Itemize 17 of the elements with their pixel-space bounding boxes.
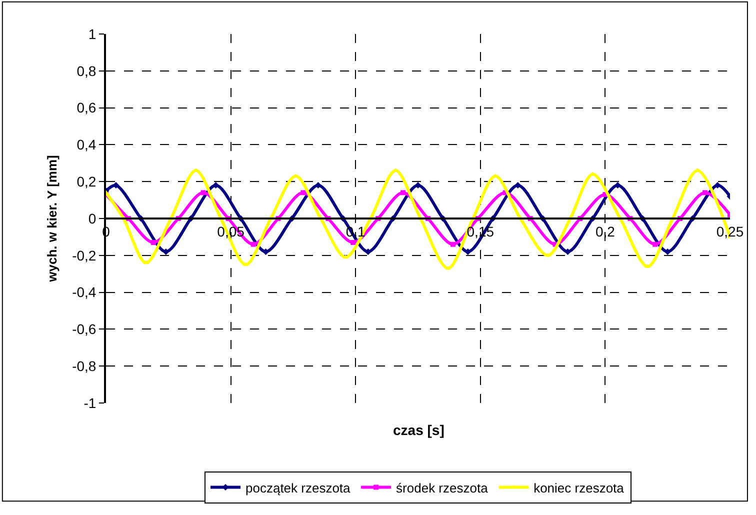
y-axis-title: wych. w kier. Y [mm] bbox=[44, 155, 60, 283]
y-tick-label: 0,8 bbox=[76, 62, 96, 79]
y-tick-label: 0 bbox=[88, 210, 96, 226]
x-axis-title: czas [s] bbox=[393, 422, 444, 438]
legend-label: środek rzeszota bbox=[396, 480, 489, 496]
y-tick-label: -1 bbox=[84, 394, 96, 411]
y-tick-label: -0,6 bbox=[72, 321, 96, 338]
y-tick-label: 0,4 bbox=[76, 136, 96, 153]
y-tick-label: -0,4 bbox=[72, 284, 96, 300]
y-tick-label: 1 bbox=[88, 26, 96, 42]
x-tick-label: 0,2 bbox=[595, 223, 616, 240]
y-tick-label: -0,8 bbox=[72, 358, 96, 374]
legend-label: początek rzeszota bbox=[246, 480, 352, 496]
y-tick-label: 0,6 bbox=[76, 100, 96, 116]
y-tick-label: -0,2 bbox=[72, 247, 96, 264]
y-tick-label: 0,2 bbox=[76, 174, 96, 190]
legend-label: koniec rzeszota bbox=[534, 480, 625, 496]
